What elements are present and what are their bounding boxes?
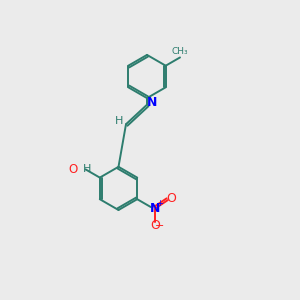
Text: O: O <box>68 163 77 176</box>
Text: −: − <box>155 221 165 231</box>
Text: +: + <box>157 200 164 208</box>
Text: N: N <box>147 96 158 109</box>
Text: CH₃: CH₃ <box>172 47 188 56</box>
Text: O: O <box>166 192 176 205</box>
Text: H: H <box>115 116 124 126</box>
Text: H: H <box>83 164 92 174</box>
Text: O: O <box>150 219 160 232</box>
Text: N: N <box>150 202 160 215</box>
